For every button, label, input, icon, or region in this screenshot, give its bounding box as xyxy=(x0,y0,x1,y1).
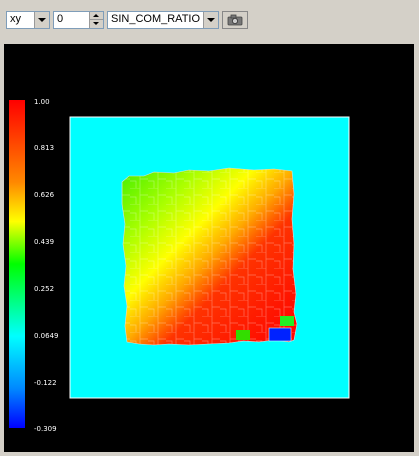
plane-select[interactable]: xy xyxy=(6,11,50,29)
render-viewport[interactable]: 1.00 0.813 0.626 0.439 0.252 0.0649 -0.1… xyxy=(4,44,414,452)
field-select[interactable]: SIN_COM_RATIO xyxy=(107,11,219,29)
colorbar-tick-label: 0.439 xyxy=(34,238,55,246)
colorbar-tick-label: 0.252 xyxy=(34,285,55,293)
slice-index-value: 0 xyxy=(57,13,64,25)
colorbar-tick-label: 0.626 xyxy=(34,191,55,199)
low-value-grain xyxy=(268,327,292,342)
toolbar: xy 0 SIN_COM_RATIO xyxy=(0,0,419,40)
field-plot xyxy=(9,100,350,428)
camera-icon xyxy=(227,14,243,26)
colorbar-tick-label: -0.309 xyxy=(34,425,57,433)
stepper-buttons xyxy=(89,12,103,28)
colorbar xyxy=(9,100,25,428)
snapshot-button[interactable] xyxy=(222,11,248,29)
stepper-down-icon[interactable] xyxy=(90,20,103,28)
mid-value-grain xyxy=(280,316,294,326)
chevron-down-icon[interactable] xyxy=(34,12,49,28)
colorbar-tick-label: 1.00 xyxy=(34,98,50,106)
field-select-value: SIN_COM_RATIO xyxy=(111,13,201,25)
colorbar-tick-label: 0.813 xyxy=(34,144,55,152)
grain-boundaries xyxy=(122,168,297,345)
colorbar-tick-label: 0.0649 xyxy=(34,332,59,340)
mid-value-grain xyxy=(236,330,250,340)
stepper-up-icon[interactable] xyxy=(90,12,103,20)
chevron-down-icon[interactable] xyxy=(203,12,218,28)
plane-select-value: xy xyxy=(10,13,21,25)
slice-index-stepper[interactable]: 0 xyxy=(53,11,104,29)
colorbar-tick-label: -0.122 xyxy=(34,379,57,387)
